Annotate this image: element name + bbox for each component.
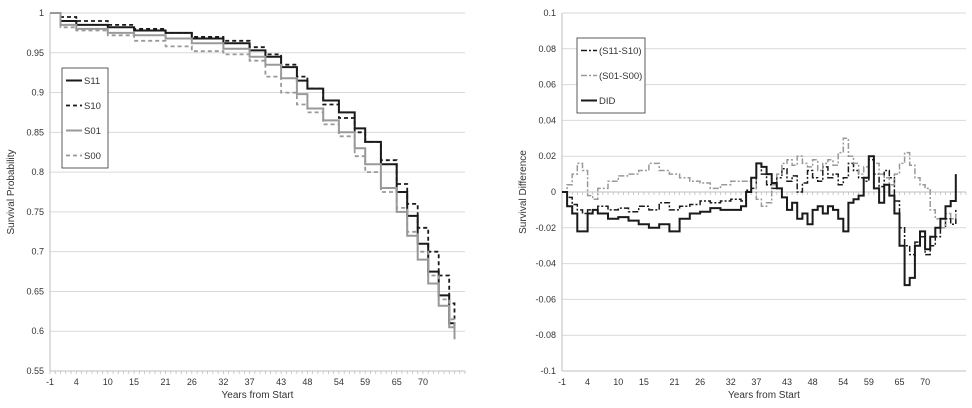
legend-label: DID — [599, 96, 616, 107]
x-tick-label: 43 — [276, 377, 286, 387]
x-tick-label: 65 — [895, 377, 905, 387]
y-axis-title: Survival Difference — [518, 150, 529, 234]
x-tick-label: -1 — [46, 377, 54, 387]
series-line-s01s00 — [562, 137, 957, 229]
y-tick-label: 0.95 — [26, 48, 44, 58]
x-tick-label: 65 — [392, 377, 402, 387]
x-tick-label: 4 — [74, 377, 79, 387]
x-axis-title: Years from Start — [222, 390, 294, 401]
legend-label: S00 — [84, 151, 101, 162]
series-line-did — [562, 155, 957, 287]
y-tick-label: 1 — [39, 8, 44, 18]
series-line-s10 — [50, 12, 456, 320]
x-tick-label: 21 — [161, 377, 171, 387]
x-tick-label: 70 — [920, 377, 930, 387]
series-line-s01 — [50, 12, 456, 340]
x-axis-title: Years from Start — [728, 390, 800, 401]
legend-label: (S01-S00) — [599, 71, 642, 82]
x-tick-label: 21 — [669, 377, 679, 387]
x-tick-label: 15 — [639, 377, 649, 387]
y-tick-label: 0 — [551, 187, 556, 197]
x-tick-label: 26 — [695, 377, 705, 387]
y-tick-label: 0.08 — [538, 44, 556, 54]
y-tick-label: 0.75 — [26, 207, 44, 217]
x-tick-label: 54 — [334, 377, 344, 387]
y-tick-label: -0.06 — [535, 294, 556, 304]
y-tick-label: 0.1 — [543, 8, 556, 18]
legend: (S11-S10) (S01-S00) DID — [576, 37, 646, 114]
x-tick-label: 4 — [585, 377, 590, 387]
x-tick-label: 32 — [726, 377, 736, 387]
x-tick-label: 59 — [864, 377, 874, 387]
legend-box — [61, 67, 109, 169]
x-tick-label: 26 — [187, 377, 197, 387]
legend-label: S10 — [84, 101, 101, 112]
y-tick-label: -0.08 — [535, 330, 556, 340]
y-tick-label: 0.02 — [538, 151, 556, 161]
y-tick-label: -0.04 — [535, 259, 556, 269]
x-tick-label: 37 — [245, 377, 255, 387]
legend: S11 S10 S01 S00 — [61, 67, 109, 169]
x-tick-label: -1 — [558, 377, 566, 387]
survival-difference-chart: -0.1 -0.08 -0.06 -0.04 -0.02 0 0.02 0.04 0.06 0.0… — [518, 8, 967, 401]
y-tick-label: -0.1 — [540, 366, 556, 376]
x-tick-label: 48 — [302, 377, 312, 387]
legend-label: (S11-S10) — [599, 46, 642, 57]
x-tick-label: 10 — [103, 377, 113, 387]
x-tick-label: 70 — [418, 377, 428, 387]
x-tick-label: 43 — [782, 377, 792, 387]
x-tick-label: 37 — [751, 377, 761, 387]
y-tick-label: 0.85 — [26, 127, 44, 137]
legend-label: S11 — [84, 76, 100, 87]
y-tick-label: 0.7 — [31, 247, 44, 257]
y-axis-title: Survival Probability — [6, 149, 17, 234]
x-tick-label: 48 — [808, 377, 818, 387]
legend-label: S01 — [84, 126, 101, 137]
y-tick-label: 0.55 — [26, 366, 44, 376]
x-tick-label: 59 — [360, 377, 370, 387]
series-line-s11s10 — [562, 159, 957, 256]
y-tick-label: 0.65 — [26, 286, 44, 296]
y-tick-label: -0.02 — [535, 223, 556, 233]
y-tick-label: 0.6 — [31, 326, 44, 336]
y-tick-label: 0.06 — [538, 80, 556, 90]
x-tick-label: 54 — [838, 377, 848, 387]
x-tick-label: 15 — [129, 377, 139, 387]
y-tick-label: 0.8 — [31, 167, 44, 177]
x-tick-label: 32 — [218, 377, 228, 387]
x-tick-label: 10 — [613, 377, 623, 387]
y-tick-label: 0.9 — [31, 88, 44, 98]
y-tick-label: 0.04 — [538, 115, 556, 125]
survival-probability-chart: 0.55 0.6 0.65 0.7 0.75 0.8 0.85 0.9 0.95 1 -1 4 10 15… — [6, 8, 466, 401]
